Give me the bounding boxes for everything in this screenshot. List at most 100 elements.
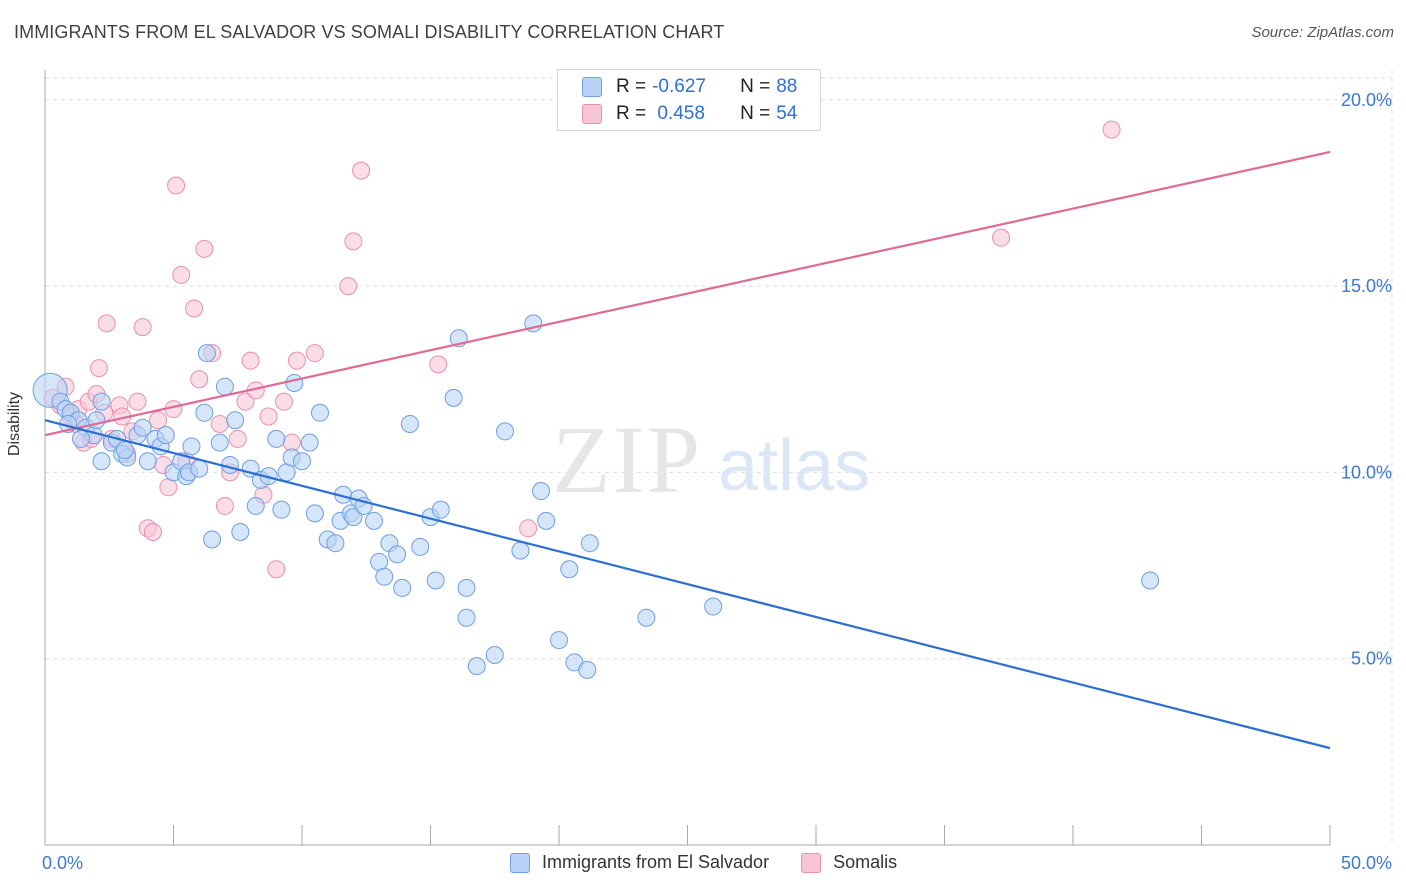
data-point-somalis bbox=[89, 359, 108, 378]
x-tick-label: 0.0% bbox=[42, 853, 83, 873]
data-point-somalis bbox=[241, 351, 260, 370]
data-point-el-salvador bbox=[71, 429, 90, 448]
data-point-el-salvador bbox=[704, 597, 723, 616]
data-point-somalis bbox=[236, 392, 255, 411]
data-point-el-salvador bbox=[182, 437, 201, 456]
data-point-el-salvador bbox=[457, 608, 476, 627]
stats-legend: R = -0.627 N = 88 R = 0.458 N = 54 bbox=[557, 69, 821, 131]
data-point-el-salvador bbox=[532, 482, 551, 501]
data-point-somalis bbox=[267, 560, 286, 579]
data-point-el-salvador bbox=[375, 567, 394, 586]
data-point-el-salvador bbox=[444, 388, 463, 407]
data-point-somalis bbox=[992, 228, 1011, 247]
data-point-el-salvador bbox=[344, 508, 363, 527]
data-point-somalis bbox=[190, 370, 209, 389]
data-point-el-salvador bbox=[411, 537, 430, 556]
data-point-el-salvador bbox=[285, 373, 304, 392]
legend-item-somalis[interactable]: Somalis bbox=[801, 852, 897, 873]
data-point-somalis bbox=[339, 277, 358, 296]
data-point-el-salvador bbox=[197, 344, 216, 363]
data-point-somalis bbox=[519, 519, 538, 538]
data-point-el-salvador bbox=[580, 534, 599, 553]
legend-r-value: 0.458 bbox=[652, 103, 705, 124]
trend-lines bbox=[44, 150, 1331, 750]
watermark: ZIP atlas bbox=[552, 406, 870, 513]
data-point-somalis bbox=[128, 392, 147, 411]
data-point-somalis bbox=[275, 392, 294, 411]
data-point-somalis bbox=[167, 176, 186, 195]
data-point-el-salvador bbox=[215, 377, 234, 396]
legend-label: Immigrants from El Salvador bbox=[542, 852, 770, 872]
data-point-el-salvador bbox=[426, 571, 445, 590]
legend-row-somalis: R = 0.458 N = 54 bbox=[582, 102, 797, 126]
data-point-el-salvador bbox=[203, 530, 222, 549]
data-point-el-salvador bbox=[431, 500, 450, 519]
data-point-somalis bbox=[305, 344, 324, 363]
data-point-el-salvador bbox=[511, 541, 530, 560]
legend-r-value: -0.627 bbox=[652, 76, 706, 97]
data-point-el-salvador bbox=[133, 418, 152, 437]
data-point-somalis bbox=[210, 414, 229, 433]
data-point-somalis bbox=[215, 496, 234, 515]
x-tick-label: 50.0% bbox=[1341, 853, 1392, 873]
trend-line-el-salvador bbox=[44, 419, 1331, 750]
data-point-el-salvador bbox=[115, 441, 134, 460]
data-point-el-salvador bbox=[92, 452, 111, 471]
data-point-el-salvador bbox=[457, 578, 476, 597]
source-label: Source: ZipAtlas.com bbox=[1251, 24, 1394, 41]
data-point-somalis bbox=[429, 355, 448, 374]
y-tick-label: 5.0% bbox=[1351, 649, 1392, 669]
data-point-somalis bbox=[133, 318, 152, 337]
data-point-el-salvador bbox=[138, 452, 157, 471]
data-point-el-salvador bbox=[550, 631, 568, 650]
data-point-el-salvador bbox=[272, 500, 291, 519]
data-point-el-salvador bbox=[485, 645, 504, 664]
data-point-somalis bbox=[195, 239, 214, 258]
data-point-el-salvador bbox=[393, 578, 412, 597]
watermark-zip: ZIP bbox=[552, 406, 702, 513]
data-point-el-salvador bbox=[190, 459, 209, 478]
data-point-el-salvador bbox=[300, 433, 319, 452]
data-point-el-salvador bbox=[496, 422, 515, 441]
y-tick-label: 10.0% bbox=[1341, 462, 1392, 482]
legend-swatch-pink bbox=[801, 852, 822, 873]
data-point-el-salvador bbox=[226, 411, 245, 430]
data-point-somalis bbox=[259, 407, 278, 426]
legend-n-value: 88 bbox=[776, 76, 798, 97]
data-point-el-salvador bbox=[246, 496, 265, 515]
legend-label: Somalis bbox=[833, 852, 898, 872]
data-point-el-salvador bbox=[326, 534, 345, 553]
data-point-el-salvador bbox=[400, 414, 419, 433]
data-point-el-salvador bbox=[560, 560, 579, 579]
data-point-somalis bbox=[344, 232, 363, 251]
legend-r-label: R = bbox=[616, 76, 647, 97]
legend-swatch-blue bbox=[510, 852, 530, 873]
watermark-atlas: atlas bbox=[718, 426, 870, 506]
data-point-el-salvador bbox=[537, 511, 556, 530]
axes bbox=[44, 70, 1331, 846]
y-tick-label: 20.0% bbox=[1341, 90, 1392, 110]
data-point-somalis bbox=[1102, 120, 1121, 139]
data-point-el-salvador bbox=[195, 403, 214, 422]
tick-labels: 5.0% 10.0% 15.0% 20.0% 0.0% 50.0% bbox=[42, 90, 1392, 873]
legend-row-el-salvador: R = -0.627 N = 88 bbox=[582, 75, 797, 99]
data-point-el-salvador bbox=[156, 426, 175, 445]
data-point-somalis bbox=[172, 265, 191, 284]
legend-item-el-salvador[interactable]: Immigrants from El Salvador bbox=[510, 852, 769, 873]
data-point-somalis bbox=[149, 411, 168, 430]
data-point-el-salvador bbox=[364, 511, 383, 530]
data-point-el-salvador bbox=[1141, 571, 1160, 590]
y-tick-label: 15.0% bbox=[1341, 276, 1392, 296]
chart-title: IMMIGRANTS FROM EL SALVADOR VS SOMALI DI… bbox=[14, 22, 725, 42]
data-point-somalis bbox=[228, 429, 247, 448]
data-point-somalis bbox=[185, 299, 204, 318]
data-point-el-salvador bbox=[305, 504, 324, 523]
legend-n-label: N = bbox=[740, 76, 771, 97]
legend-swatch-blue bbox=[582, 77, 602, 97]
data-point-el-salvador bbox=[310, 403, 329, 422]
data-point-el-salvador bbox=[467, 657, 486, 676]
data-point-somalis bbox=[287, 351, 306, 370]
data-point-el-salvador bbox=[388, 545, 407, 564]
data-point-el-salvador bbox=[92, 392, 111, 411]
